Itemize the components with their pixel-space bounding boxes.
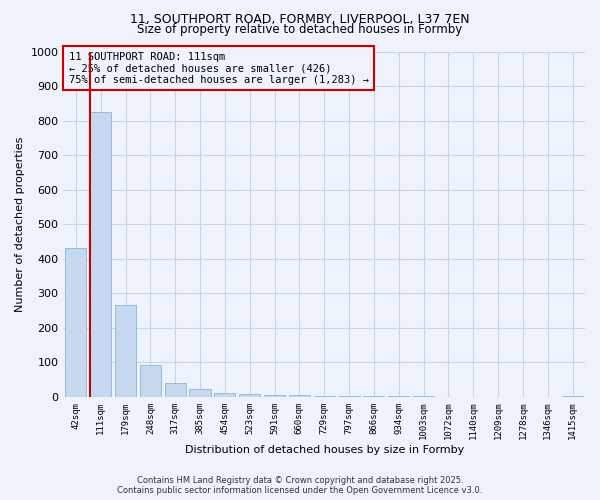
Bar (214, 393, 235, 397)
Bar (239, 394, 260, 397)
Text: Size of property relative to detached houses in Formby: Size of property relative to detached ho… (137, 22, 463, 36)
X-axis label: Distribution of detached houses by size in Formby: Distribution of detached houses by size … (185, 445, 464, 455)
Text: 11, SOUTHPORT ROAD, FORMBY, LIVERPOOL, L37 7EN: 11, SOUTHPORT ROAD, FORMBY, LIVERPOOL, L… (130, 12, 470, 26)
Text: Contains HM Land Registry data © Crown copyright and database right 2025.
Contai: Contains HM Land Registry data © Crown c… (118, 476, 482, 495)
Bar (364, 396, 385, 397)
Text: 11 SOUTHPORT ROAD: 111sqm
← 25% of detached houses are smaller (426)
75% of semi: 11 SOUTHPORT ROAD: 111sqm ← 25% of detac… (68, 52, 368, 84)
Bar (90, 112, 111, 397)
Bar (264, 395, 285, 397)
Y-axis label: Number of detached properties: Number of detached properties (15, 136, 25, 312)
Bar (115, 306, 136, 397)
Bar (314, 396, 335, 397)
Bar (413, 396, 434, 397)
Bar (65, 248, 86, 397)
Bar (140, 365, 161, 397)
Bar (562, 396, 583, 397)
Bar (164, 383, 186, 397)
Bar (190, 390, 211, 397)
Bar (289, 395, 310, 397)
Bar (338, 396, 359, 397)
Bar (388, 396, 409, 397)
